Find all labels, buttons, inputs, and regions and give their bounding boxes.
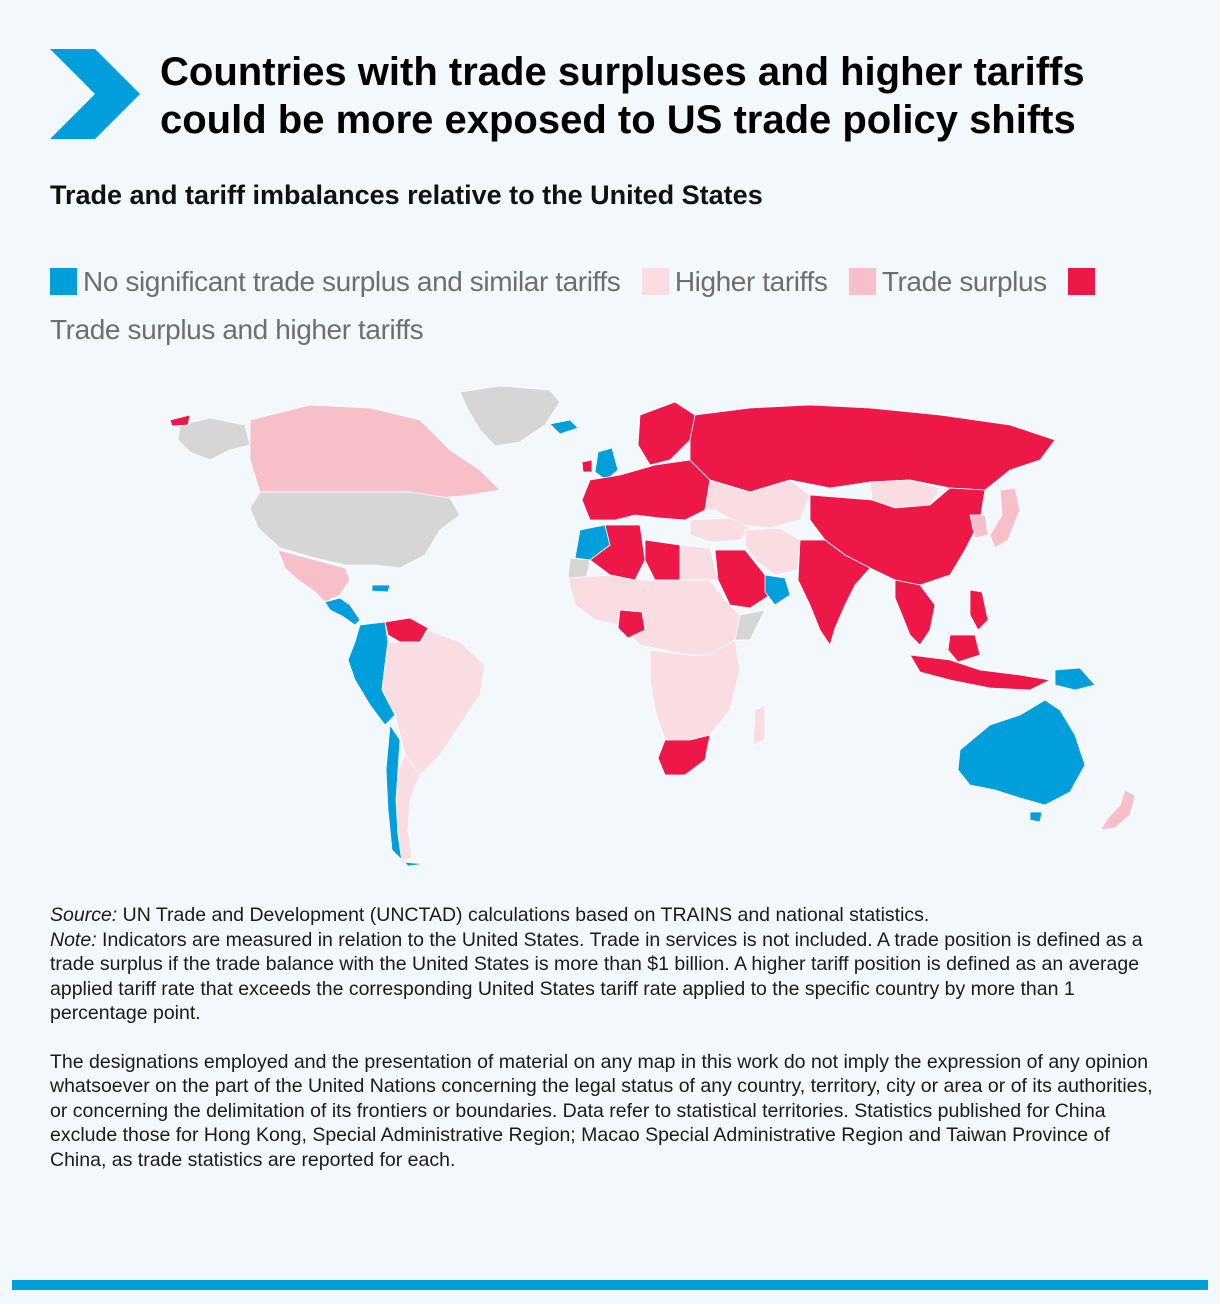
world-map: [169, 385, 1136, 867]
map-region-iceland: [549, 419, 579, 435]
map-region-mexico: [277, 549, 351, 603]
legend-swatch-pink: [848, 268, 876, 295]
map-region-saudi-arabia: [714, 549, 771, 609]
map-region-united-kingdom: [594, 447, 619, 481]
map-region-southern-africa: [649, 639, 741, 741]
map-region-australia: [957, 699, 1086, 806]
map-region-nigeria: [617, 609, 646, 639]
legend-item-surplus-and-tariffs: Trade surplus and higher tariffs: [50, 266, 1101, 345]
map-region-united-states: [249, 491, 461, 569]
map-region-central-asia: [704, 479, 811, 529]
title-line-2: could be more exposed to US trade policy…: [160, 98, 1076, 142]
chevron-right-icon: [50, 49, 140, 139]
legend-item-trade-surplus: Trade surplus: [848, 266, 1061, 297]
map-region-russia: [689, 404, 1056, 493]
map-region-venezuela: [384, 617, 429, 643]
notes-block: Source: UN Trade and Development (UNCTAD…: [50, 903, 1170, 1196]
map-region-central-america: [324, 597, 361, 626]
legend: No significant trade surplus and similar…: [50, 258, 1170, 354]
map-region-korea: [969, 514, 989, 539]
map-region-scandinavia: [637, 401, 696, 466]
map-region-caribbean: [371, 584, 391, 593]
map-region-canada: [249, 404, 501, 499]
chart-subtitle: Trade and tariff imbalances relative to …: [50, 180, 763, 210]
map-region-papua-new-guinea: [1054, 667, 1096, 691]
map-region-turkey: [689, 517, 751, 543]
map-region-india: [797, 539, 871, 646]
map-region-philippines: [969, 589, 989, 631]
map-region-borneo: [947, 634, 981, 663]
map-region-oman: [764, 574, 791, 606]
legend-label: Trade surplus: [881, 266, 1047, 297]
title-line-1: Countries with trade surpluses and highe…: [160, 50, 1085, 94]
map-region-andes-north: [347, 621, 396, 726]
map-region-west-africa: [567, 574, 741, 656]
legend-swatch-light-pink: [641, 268, 669, 295]
map-region-libya: [644, 539, 681, 581]
note-text: Indicators are measured in relation to t…: [50, 928, 1143, 1025]
map-region-iran: [744, 527, 801, 576]
source-label: Source:: [50, 904, 118, 926]
map-region-somalia: [734, 609, 766, 641]
map-region-brazil: [381, 629, 486, 776]
map-region-new-zealand: [1099, 789, 1136, 831]
map-region-south-africa: [657, 734, 711, 776]
legend-swatch-red: [1068, 268, 1096, 295]
map-region-greenland: [459, 385, 561, 447]
legend-item-higher-tariffs: Higher tariffs: [641, 266, 842, 297]
legend-swatch-blue: [50, 268, 77, 295]
legend-label: Higher tariffs: [674, 266, 828, 297]
map-region-japan: [989, 487, 1021, 549]
map-region-chile: [385, 724, 426, 867]
map-region-aleutian: [169, 414, 191, 427]
map-region-indonesia: [909, 654, 1051, 691]
legend-label: Trade surplus and higher tariffs: [50, 314, 424, 345]
source-and-note: Source: UN Trade and Development (UNCTAD…: [50, 903, 1170, 1026]
map-region-tasmania: [1029, 811, 1043, 823]
source-text: UN Trade and Development (UNCTAD) calcul…: [117, 904, 930, 926]
map-region-egypt: [679, 544, 719, 581]
note-label: Note:: [50, 928, 97, 951]
map-region-europe: [581, 459, 711, 521]
map-region-alaska: [177, 417, 251, 461]
page-title: Countries with trade surpluses and highe…: [160, 48, 1200, 144]
disclaimer-text: The designations employed and the presen…: [50, 1050, 1153, 1171]
map-region-ireland: [581, 459, 593, 473]
map-region-madagascar: [752, 704, 766, 746]
map-region-southeast-asia: [894, 579, 936, 646]
legend-label: No significant trade surplus and similar…: [83, 266, 621, 297]
legend-item-no-surplus: No significant trade surplus and similar…: [50, 266, 634, 297]
bottom-accent-bar: [12, 1280, 1208, 1290]
